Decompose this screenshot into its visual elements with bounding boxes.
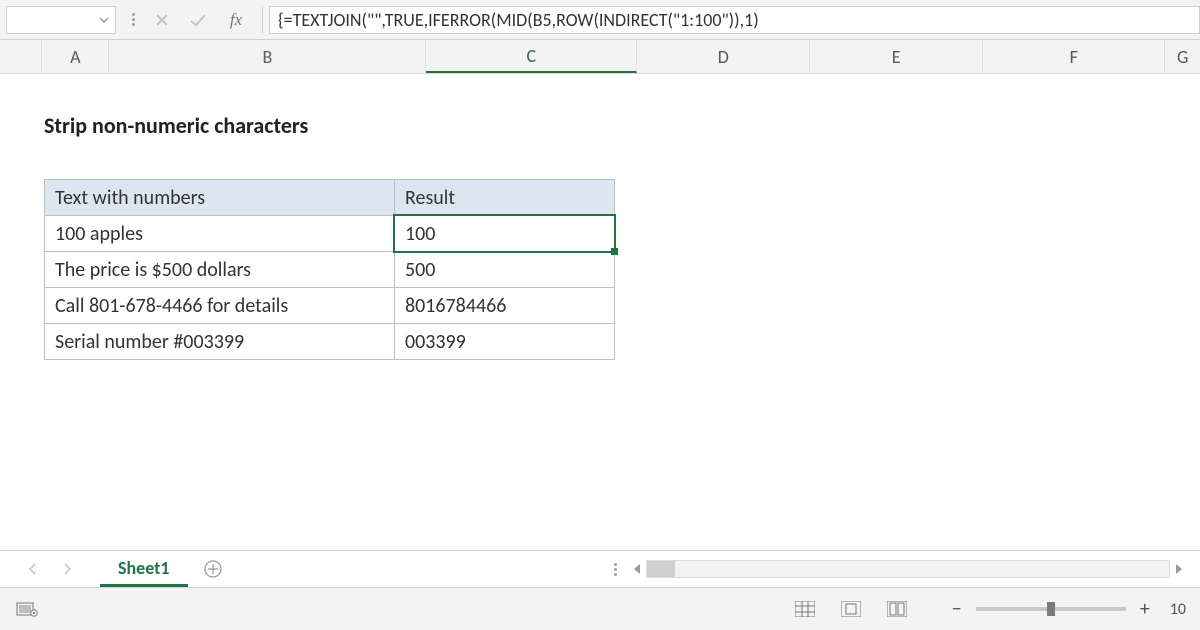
triangle-right-icon xyxy=(1175,564,1183,574)
page-title: Strip non-numeric characters xyxy=(44,112,1200,139)
scroll-track[interactable] xyxy=(646,560,1170,578)
page-layout-icon xyxy=(841,601,861,617)
sheet-nav xyxy=(0,563,100,575)
view-normal-button[interactable] xyxy=(790,596,820,622)
col-header-D[interactable]: D xyxy=(637,40,810,73)
cell-value: 100 xyxy=(405,222,435,246)
plus-circle-icon xyxy=(203,559,223,579)
cell-result[interactable]: 8016784466 xyxy=(395,288,615,324)
divider xyxy=(262,7,263,33)
col-header-A[interactable]: A xyxy=(42,40,109,73)
scroll-left-button[interactable] xyxy=(628,560,646,578)
worksheet-grid[interactable]: Strip non-numeric characters Text with n… xyxy=(0,74,1200,544)
horizontal-scrollbar[interactable] xyxy=(628,560,1188,578)
select-all-corner[interactable] xyxy=(0,40,42,73)
dropdown-icon xyxy=(99,15,109,25)
zoom-in-button[interactable]: + xyxy=(1136,597,1154,621)
table-row: The price is $500 dollars 500 xyxy=(45,252,615,288)
table-row: 100 apples 100 xyxy=(45,216,615,252)
column-headers: A B C D E F G xyxy=(0,40,1200,74)
col-header-E[interactable]: E xyxy=(810,40,983,73)
zoom-control: − + 10 xyxy=(948,597,1186,621)
data-table: Text with numbers Result 100 apples 100 … xyxy=(44,179,615,360)
scroll-right-button[interactable] xyxy=(1170,560,1188,578)
header-result[interactable]: Result xyxy=(395,180,615,216)
zoom-out-button[interactable]: − xyxy=(948,597,966,621)
col-header-C[interactable]: C xyxy=(426,40,637,73)
tab-separator xyxy=(610,562,620,577)
add-sheet-button[interactable] xyxy=(188,559,238,579)
header-text[interactable]: Text with numbers xyxy=(45,180,395,216)
formula-input[interactable]: {=TEXTJOIN("",TRUE,IFERROR(MID(B5,ROW(IN… xyxy=(269,6,1200,34)
check-icon xyxy=(189,12,207,28)
view-buttons: − + 10 xyxy=(790,596,1186,622)
col-header-G[interactable]: G xyxy=(1165,40,1200,73)
chevron-left-icon[interactable] xyxy=(28,563,38,575)
table-row: Call 801-678-4466 for details 8016784466 xyxy=(45,288,615,324)
cell-result[interactable]: 100 xyxy=(395,216,615,252)
scroll-thumb[interactable] xyxy=(647,561,675,577)
table-row: Serial number #003399 003399 xyxy=(45,324,615,360)
page-break-icon xyxy=(887,601,907,617)
cell-result[interactable]: 003399 xyxy=(395,324,615,360)
view-page-break-button[interactable] xyxy=(882,596,912,622)
record-macro-button[interactable] xyxy=(14,599,40,619)
enter-button[interactable] xyxy=(180,12,216,28)
chevron-right-icon[interactable] xyxy=(62,563,72,575)
cell-result[interactable]: 500 xyxy=(395,252,615,288)
zoom-knob[interactable] xyxy=(1047,602,1055,616)
sheet-tab-bar: Sheet1 xyxy=(0,550,1200,588)
cell-text[interactable]: Serial number #003399 xyxy=(45,324,395,360)
cancel-button[interactable] xyxy=(144,12,180,28)
triangle-left-icon xyxy=(633,564,641,574)
zoom-slider[interactable] xyxy=(976,607,1126,611)
table-header-row: Text with numbers Result xyxy=(45,180,615,216)
grid-icon xyxy=(795,601,815,617)
cell-text[interactable]: The price is $500 dollars xyxy=(45,252,395,288)
formula-bar: fx {=TEXTJOIN("",TRUE,IFERROR(MID(B5,ROW… xyxy=(0,0,1200,40)
col-header-F[interactable]: F xyxy=(983,40,1165,73)
sheet-tab-active[interactable]: Sheet1 xyxy=(100,551,188,587)
macro-icon xyxy=(16,600,38,618)
fx-label[interactable]: fx xyxy=(216,10,256,30)
col-header-B[interactable]: B xyxy=(109,40,426,73)
view-page-layout-button[interactable] xyxy=(836,596,866,622)
cell-text[interactable]: Call 801-678-4466 for details xyxy=(45,288,395,324)
name-box[interactable] xyxy=(6,6,116,34)
x-icon xyxy=(154,12,170,28)
cell-text[interactable]: 100 apples xyxy=(45,216,395,252)
status-bar: − + 10 xyxy=(0,588,1200,630)
zoom-value[interactable]: 10 xyxy=(1170,600,1186,619)
separator-dots xyxy=(128,13,138,26)
